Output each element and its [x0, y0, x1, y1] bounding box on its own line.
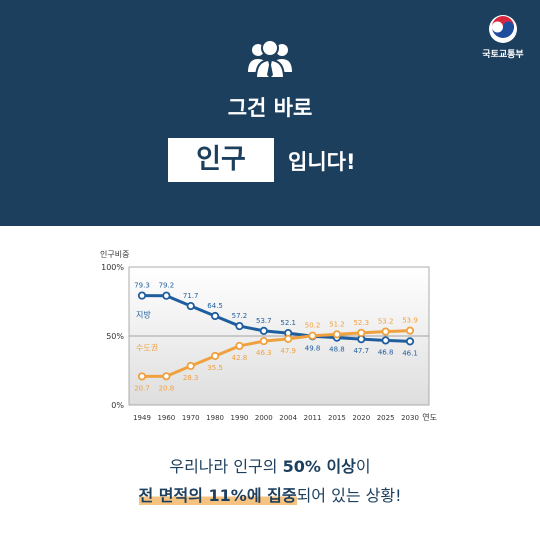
x-tick-label: 1980 [206, 414, 224, 422]
x-tick-label: 2011 [304, 414, 322, 422]
ministry-name: 국토교통부 [482, 50, 524, 60]
data-point [357, 335, 366, 344]
data-label: 49.8 [305, 344, 321, 352]
headline-rest: 입니다! [288, 150, 356, 174]
data-label: 79.2 [159, 282, 175, 290]
data-label: 53.2 [378, 318, 394, 326]
caption-suffix: 이 [355, 457, 371, 476]
x-axis-title: 연도 [422, 413, 437, 422]
x-tick-label: 2025 [377, 414, 395, 422]
header-banner: 국토교통부 그건 바로 인구 입니다! [0, 0, 540, 226]
data-label: 57.2 [232, 312, 248, 320]
data-point [186, 361, 195, 371]
data-label: 53.7 [256, 317, 272, 325]
data-label: 53.9 [402, 317, 418, 325]
data-label: 50.2 [305, 322, 321, 330]
data-point [308, 331, 317, 340]
data-point [405, 326, 415, 335]
data-label: 35.5 [207, 364, 223, 372]
data-point [210, 311, 220, 321]
caption-highlight: 전 면적의 11%에 집중 [138, 486, 297, 505]
ministry-logo: 국토교통부 [478, 14, 528, 70]
x-tick-label: 2015 [328, 414, 346, 422]
taegeuk-icon [489, 15, 517, 43]
x-tick-label: 2020 [352, 414, 370, 422]
data-point [405, 337, 415, 346]
data-point [381, 327, 390, 336]
caption-tail: 되어 있는 상황! [296, 486, 402, 505]
y-tick-100: 100% [101, 263, 124, 272]
data-point [332, 330, 342, 339]
population-share-chart: 인구비중 100% 50% 0% 연도 1949 1960 1970 1980 1990… [100, 249, 437, 422]
x-tick-label: 1970 [182, 414, 200, 422]
data-point [162, 291, 171, 300]
data-label: 52.3 [353, 319, 369, 327]
caption-line2: 전 면적의 11%에 집중되어 있는 상황! [0, 482, 540, 506]
data-label: 28.3 [183, 374, 199, 382]
people-icon [248, 39, 292, 78]
data-label: 46.8 [378, 348, 394, 356]
x-tick-label: 2000 [255, 414, 273, 422]
series-name-label: 수도권 [136, 342, 158, 352]
data-label: 20.7 [134, 384, 150, 392]
x-tick-labels: 1949 1960 1970 1980 1990 2000 2004 2011 2015 2020… [133, 414, 419, 422]
caption-prefix: 우리나라 인구의 [169, 457, 283, 476]
caption-bold: 50% 이상 [282, 457, 356, 476]
headline-highlight: 인구 [168, 138, 274, 182]
data-point [235, 321, 244, 331]
y-tick-0: 0% [111, 401, 124, 410]
y-tick-50: 50% [106, 332, 124, 341]
data-label: 46.3 [256, 349, 272, 357]
x-tick-label: 2030 [401, 414, 419, 422]
data-label: 46.1 [402, 349, 418, 357]
data-label: 47.9 [280, 347, 296, 355]
x-tick-label: 1990 [231, 414, 249, 422]
data-point [210, 351, 220, 361]
data-label: 64.5 [207, 302, 223, 310]
data-label: 52.1 [280, 319, 296, 327]
data-point [162, 372, 171, 381]
x-tick-label: 1949 [133, 414, 151, 422]
data-point [259, 326, 268, 335]
data-label: 48.8 [329, 346, 345, 354]
data-label: 51.2 [329, 320, 345, 328]
series-group: 20.7 20.8 28.3 35.5 42.8 46.3 47.9 50.2 51.2 52.3… [134, 317, 418, 393]
caption-line1: 우리나라 인구의 50% 이상이 [0, 453, 540, 477]
data-label: 79.3 [134, 282, 150, 290]
series-layer: 79.3 79.2 71.7 64.5 57.2 53.7 52.1 49.8 48.8 47.7… [134, 282, 418, 393]
data-point [137, 372, 147, 381]
data-label: 42.8 [232, 354, 248, 362]
data-point [381, 336, 390, 345]
data-label: 47.7 [353, 347, 369, 355]
data-point [259, 337, 268, 346]
headline-line1: 그건 바로 [227, 96, 313, 120]
data-point [186, 301, 195, 311]
y-axis-title: 인구비중 [100, 249, 129, 259]
x-tick-label: 1960 [157, 414, 175, 422]
series-name-label: 지방 [136, 310, 151, 320]
data-label: 71.7 [183, 292, 199, 300]
data-label: 20.8 [159, 384, 175, 392]
data-point [357, 328, 366, 337]
data-point [235, 341, 244, 351]
x-tick-label: 2004 [279, 414, 297, 422]
data-point [137, 291, 147, 300]
data-point [284, 334, 293, 343]
